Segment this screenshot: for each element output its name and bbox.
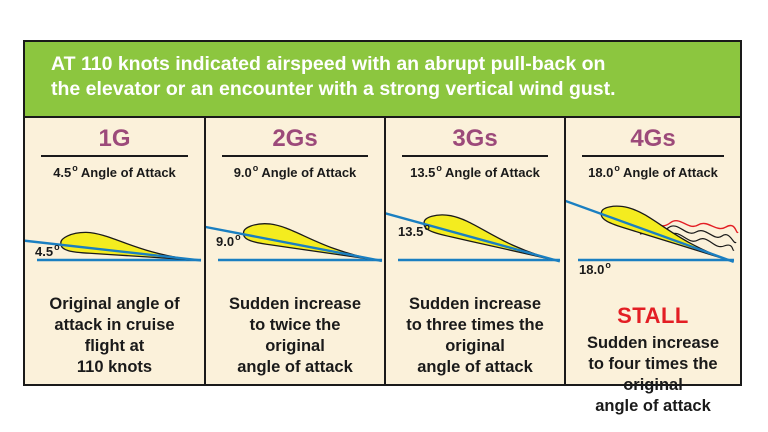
description-line: Sudden increase — [228, 295, 362, 313]
panel-4g: 4Gs 18.0o Angle of Attack 18.0o STALL Su… — [566, 118, 740, 415]
chord-line — [386, 212, 561, 263]
description-line: to twice the — [249, 316, 341, 334]
header-banner: AT 110 knots indicated airspeed with an … — [25, 42, 740, 118]
airfoil — [25, 231, 202, 262]
aoa-value: 18.0 — [588, 165, 614, 180]
airfoil-figure — [566, 199, 739, 263]
airfoil-figure — [206, 223, 383, 263]
airfoil-shape — [600, 205, 729, 261]
description-line: Original angle of — [49, 295, 180, 313]
airfoil-figure — [386, 212, 561, 263]
aoa-text: Angle of Attack — [623, 165, 718, 180]
aoa-caption: 4.5o Angle of Attack — [25, 163, 204, 180]
airfoil-shape — [242, 223, 377, 261]
aoa-caption: 18.0o Angle of Attack — [566, 163, 740, 180]
panel-title: 2Gs — [272, 125, 318, 152]
panel-1g: 1G 4.5o Angle of Attack 4.5o Original an… — [25, 118, 206, 386]
angle-label: 18.0o — [579, 260, 611, 277]
aoa-caption: 9.0o Angle of Attack — [206, 163, 384, 180]
title-rule — [222, 155, 368, 157]
airfoil-shape — [60, 231, 196, 261]
aoa-caption: 13.5o Angle of Attack — [386, 163, 564, 180]
airfoil — [386, 212, 561, 263]
description-line: Sudden increase — [586, 334, 720, 352]
angle-label: 4.5o — [35, 242, 60, 259]
degree-mark: o — [72, 163, 78, 173]
angle-label-value: 13.5 — [398, 224, 424, 239]
description-line: original — [623, 376, 683, 394]
title-rule — [402, 155, 548, 157]
panel-2g: 2Gs 9.0o Angle of Attack 9.0o Sudden inc… — [206, 118, 386, 386]
aoa-text: Angle of Attack — [445, 165, 540, 180]
description-line: Sudden increase — [408, 295, 542, 313]
degree-mark: o — [235, 232, 241, 242]
aoa-text: Angle of Attack — [261, 165, 357, 180]
panel-3g: 3Gs 13.5o Angle of Attack 13.5o Sudden i… — [386, 118, 566, 386]
description-line: angle of attack — [237, 358, 353, 376]
description-line: original — [265, 337, 325, 355]
panel-title: 1G — [98, 125, 131, 152]
title-rule — [41, 155, 188, 157]
airfoil-figure — [25, 231, 202, 262]
angle-label: 9.0o — [216, 232, 241, 249]
panel-title: 3Gs — [452, 125, 498, 152]
diagram-frame: AT 110 knots indicated airspeed with an … — [23, 40, 742, 415]
description-line: 110 knots — [76, 358, 153, 376]
description-line: flight at — [84, 337, 145, 355]
description-line: angle of attack — [417, 358, 533, 376]
angle-label-value: 18.0 — [579, 262, 605, 277]
degree-mark: o — [605, 260, 611, 270]
chord-line — [25, 239, 202, 262]
description-line: attack in cruise — [54, 316, 175, 334]
header-line-1: AT 110 knots indicated airspeed with an … — [51, 53, 606, 75]
panel-description: Original angle of attack in cruise fligh… — [25, 294, 204, 378]
header-line-2: the elevator or an encounter with a stro… — [51, 78, 616, 100]
degree-mark: o — [252, 163, 259, 173]
title-rule — [582, 155, 724, 157]
description-line: original — [445, 337, 505, 355]
degree-mark: o — [436, 163, 442, 173]
panel-title: 4Gs — [630, 125, 676, 152]
chord-line — [566, 199, 735, 263]
airfoil — [566, 199, 735, 263]
airfoil-shape — [423, 214, 555, 261]
degree-mark: o — [54, 242, 60, 252]
airfoil — [206, 223, 383, 263]
angle-label-value: 4.5 — [35, 244, 54, 259]
aoa-value: 9.0 — [233, 165, 252, 180]
degree-mark: o — [424, 222, 430, 232]
panel-description: Sudden increase to four times the origin… — [566, 333, 740, 417]
aoa-value: 4.5 — [53, 165, 72, 180]
description-line: angle of attack — [595, 397, 711, 415]
stall-label: STALL — [617, 303, 689, 328]
chord-line — [206, 225, 383, 263]
panel-description: Sudden increase to twice the original an… — [206, 294, 384, 378]
description-line: to four times the — [588, 355, 718, 373]
description-line: to three times the — [406, 316, 544, 334]
degree-mark: o — [614, 163, 620, 173]
aoa-value: 13.5 — [410, 165, 436, 180]
angle-label: 13.5o — [398, 222, 430, 239]
angle-label-value: 9.0 — [216, 234, 235, 249]
aoa-text: Angle of Attack — [80, 165, 176, 180]
panel-description: Sudden increase to three times the origi… — [386, 294, 564, 378]
